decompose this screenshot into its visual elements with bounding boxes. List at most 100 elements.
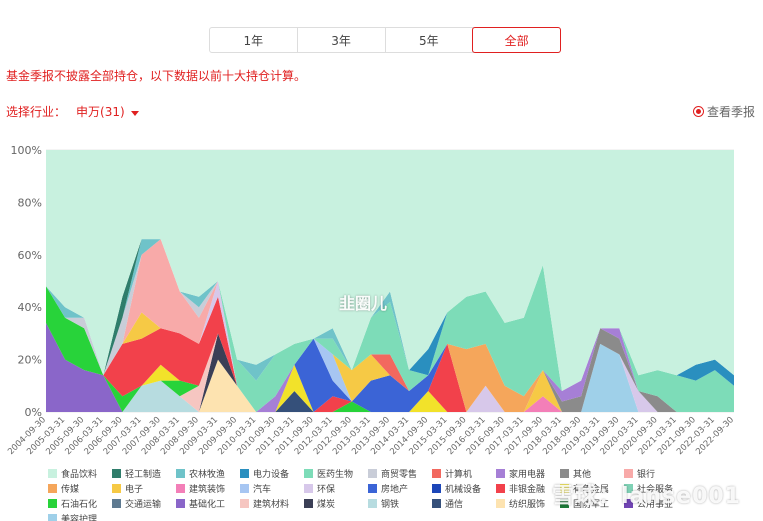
legend-item[interactable]: 轻工制造 bbox=[112, 467, 176, 480]
legend-item[interactable]: 电力设备 bbox=[240, 467, 304, 480]
legend-label: 汽车 bbox=[253, 485, 272, 495]
legend-swatch bbox=[112, 484, 121, 493]
legend-swatch bbox=[624, 469, 633, 478]
tab-3y[interactable]: 3年 bbox=[298, 28, 386, 52]
area-series-房地产[interactable] bbox=[46, 286, 734, 412]
legend-swatch bbox=[624, 484, 633, 493]
legend-item[interactable]: 房地产 bbox=[368, 482, 432, 495]
legend-item[interactable]: 交通运输 bbox=[112, 497, 176, 510]
y-tick-label: 80% bbox=[18, 196, 42, 209]
legend-item[interactable]: 基础化工 bbox=[176, 497, 240, 510]
legend-item[interactable]: 社会服务 bbox=[624, 482, 688, 495]
period-tabs: 1年 3年 5年 全部 bbox=[209, 27, 561, 53]
legend-item[interactable]: 钢铁 bbox=[368, 497, 432, 510]
legend-label: 传媒 bbox=[61, 485, 80, 495]
industry-dropdown[interactable]: 申万(31) bbox=[76, 103, 139, 120]
legend-label: 医药生物 bbox=[317, 470, 354, 480]
area-series-纺织服饰[interactable] bbox=[46, 343, 734, 412]
legend-swatch bbox=[176, 469, 185, 478]
legend-swatch bbox=[48, 499, 57, 508]
legend-item[interactable]: 机械设备 bbox=[432, 482, 496, 495]
legend-item[interactable]: 有色金属 bbox=[560, 482, 624, 495]
tab-all[interactable]: 全部 bbox=[472, 27, 561, 53]
legend-swatch bbox=[624, 499, 633, 508]
area-series-煤炭[interactable] bbox=[46, 333, 734, 412]
area-series-美容护理[interactable] bbox=[46, 343, 734, 412]
legend-item[interactable]: 公用事业 bbox=[624, 497, 688, 510]
legend-label: 计算机 bbox=[445, 470, 473, 480]
legend-label: 食品饮料 bbox=[61, 470, 98, 480]
legend-item[interactable]: 建筑材料 bbox=[240, 497, 304, 510]
industry-allocation-chart: 0%20%40%60%80%100%2004-09-302005-03-3120… bbox=[6, 144, 736, 457]
legend-swatch bbox=[432, 484, 441, 493]
legend-item[interactable]: 食品饮料 bbox=[48, 467, 112, 480]
legend-item[interactable]: 美容护理 bbox=[48, 512, 112, 521]
area-series-非银金融[interactable] bbox=[46, 286, 734, 412]
legend-item[interactable]: 电子 bbox=[112, 482, 176, 495]
legend-label: 社会服务 bbox=[637, 485, 674, 495]
legend-item[interactable]: 国防军工 bbox=[560, 497, 624, 510]
area-series-医药生物[interactable] bbox=[46, 239, 734, 412]
legend-swatch bbox=[48, 469, 57, 478]
center-watermark: 韭圈儿 bbox=[339, 294, 388, 313]
legend-swatch bbox=[240, 499, 249, 508]
legend-swatch bbox=[368, 469, 377, 478]
legend-item[interactable]: 商贸零售 bbox=[368, 467, 432, 480]
legend-item[interactable]: 农林牧渔 bbox=[176, 467, 240, 480]
legend-swatch bbox=[560, 499, 569, 508]
legend-swatch bbox=[48, 484, 57, 493]
legend-swatch bbox=[240, 484, 249, 493]
radio-icon bbox=[692, 106, 704, 117]
legend-item[interactable]: 其他 bbox=[560, 467, 624, 480]
legend-item[interactable]: 环保 bbox=[304, 482, 368, 495]
legend-label: 钢铁 bbox=[381, 500, 400, 510]
legend-item[interactable]: 家用电器 bbox=[496, 467, 560, 480]
tab-5y[interactable]: 5年 bbox=[386, 28, 474, 52]
legend-label: 商贸零售 bbox=[381, 470, 418, 480]
legend-item[interactable]: 建筑装饰 bbox=[176, 482, 240, 495]
legend-swatch bbox=[432, 499, 441, 508]
legend-swatch bbox=[176, 484, 185, 493]
legend-label: 纺织服饰 bbox=[509, 500, 546, 510]
legend-swatch bbox=[112, 499, 121, 508]
legend-swatch bbox=[496, 499, 505, 508]
legend-swatch bbox=[496, 469, 505, 478]
legend-label: 房地产 bbox=[381, 485, 409, 495]
legend-label: 国防军工 bbox=[573, 500, 610, 510]
view-report-label: 查看季报 bbox=[706, 105, 755, 119]
area-series-食品饮料[interactable] bbox=[46, 150, 734, 391]
legend-swatch bbox=[304, 484, 313, 493]
y-tick-label: 60% bbox=[18, 249, 42, 262]
legend-item[interactable]: 医药生物 bbox=[304, 467, 368, 480]
caret-down-icon bbox=[130, 111, 139, 116]
legend-item[interactable]: 传媒 bbox=[48, 482, 112, 495]
legend-label: 美容护理 bbox=[61, 515, 98, 521]
legend-swatch bbox=[48, 514, 57, 521]
area-series-银行[interactable] bbox=[46, 239, 734, 412]
chart-legend: 食品饮料 轻工制造 农林牧渔 电力设备 医药生物 商贸零售 计算机 家用电器 其他 银行 传媒 电子建… bbox=[48, 467, 758, 521]
legend-item[interactable]: 纺织服饰 bbox=[496, 497, 560, 510]
legend-item[interactable]: 石油石化 bbox=[48, 497, 112, 510]
legend-label: 有色金属 bbox=[573, 485, 610, 495]
legend-item[interactable]: 银行 bbox=[624, 467, 688, 480]
legend-item[interactable]: 汽车 bbox=[240, 482, 304, 495]
legend-label: 基础化工 bbox=[189, 500, 226, 510]
area-series-基础化工[interactable] bbox=[46, 322, 734, 412]
tab-1y[interactable]: 1年 bbox=[210, 28, 298, 52]
legend-label: 环保 bbox=[317, 485, 336, 495]
legend-swatch bbox=[432, 469, 441, 478]
legend-label: 建筑材料 bbox=[253, 500, 290, 510]
industry-value: 申万(31) bbox=[76, 105, 125, 119]
view-report-link[interactable]: 查看季报 bbox=[692, 103, 755, 120]
legend-swatch bbox=[240, 469, 249, 478]
legend-swatch bbox=[368, 484, 377, 493]
legend-item[interactable]: 计算机 bbox=[432, 467, 496, 480]
legend-swatch bbox=[304, 499, 313, 508]
legend-item[interactable]: 煤炭 bbox=[304, 497, 368, 510]
legend-label: 电子 bbox=[125, 485, 144, 495]
legend-swatch bbox=[560, 469, 569, 478]
legend-item[interactable]: 非银金融 bbox=[496, 482, 560, 495]
legend-item[interactable]: 通信 bbox=[432, 497, 496, 510]
legend-swatch bbox=[112, 469, 121, 478]
